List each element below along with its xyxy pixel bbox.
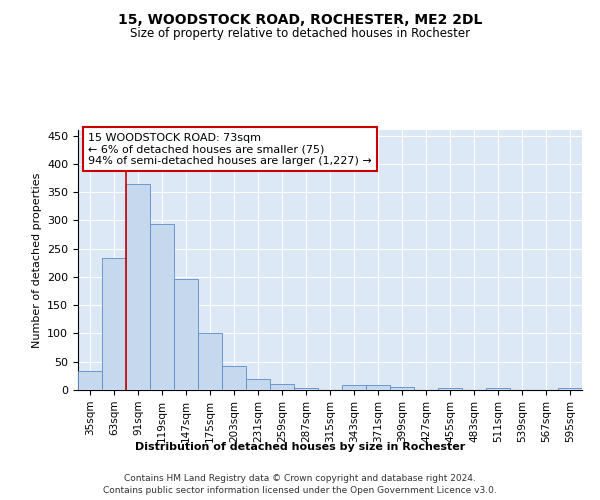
Bar — [78, 372, 102, 390]
Bar — [198, 333, 222, 390]
Text: Distribution of detached houses by size in Rochester: Distribution of detached houses by size … — [135, 442, 465, 452]
Bar — [366, 385, 390, 390]
Text: 15 WOODSTOCK ROAD: 73sqm
← 6% of detached houses are smaller (75)
94% of semi-de: 15 WOODSTOCK ROAD: 73sqm ← 6% of detache… — [88, 132, 372, 166]
Bar — [246, 378, 270, 390]
Y-axis label: Number of detached properties: Number of detached properties — [32, 172, 41, 348]
Bar — [126, 184, 150, 390]
Bar — [150, 224, 174, 390]
Bar — [270, 384, 294, 390]
Text: Contains public sector information licensed under the Open Government Licence v3: Contains public sector information licen… — [103, 486, 497, 495]
Bar — [558, 388, 582, 390]
Bar — [294, 388, 318, 390]
Bar — [342, 385, 366, 390]
Bar — [390, 387, 414, 390]
Text: 15, WOODSTOCK ROAD, ROCHESTER, ME2 2DL: 15, WOODSTOCK ROAD, ROCHESTER, ME2 2DL — [118, 12, 482, 26]
Text: Size of property relative to detached houses in Rochester: Size of property relative to detached ho… — [130, 28, 470, 40]
Bar — [174, 279, 198, 390]
Bar — [102, 258, 126, 390]
Bar — [486, 388, 510, 390]
Bar — [222, 366, 246, 390]
Text: Contains HM Land Registry data © Crown copyright and database right 2024.: Contains HM Land Registry data © Crown c… — [124, 474, 476, 483]
Bar — [438, 388, 462, 390]
